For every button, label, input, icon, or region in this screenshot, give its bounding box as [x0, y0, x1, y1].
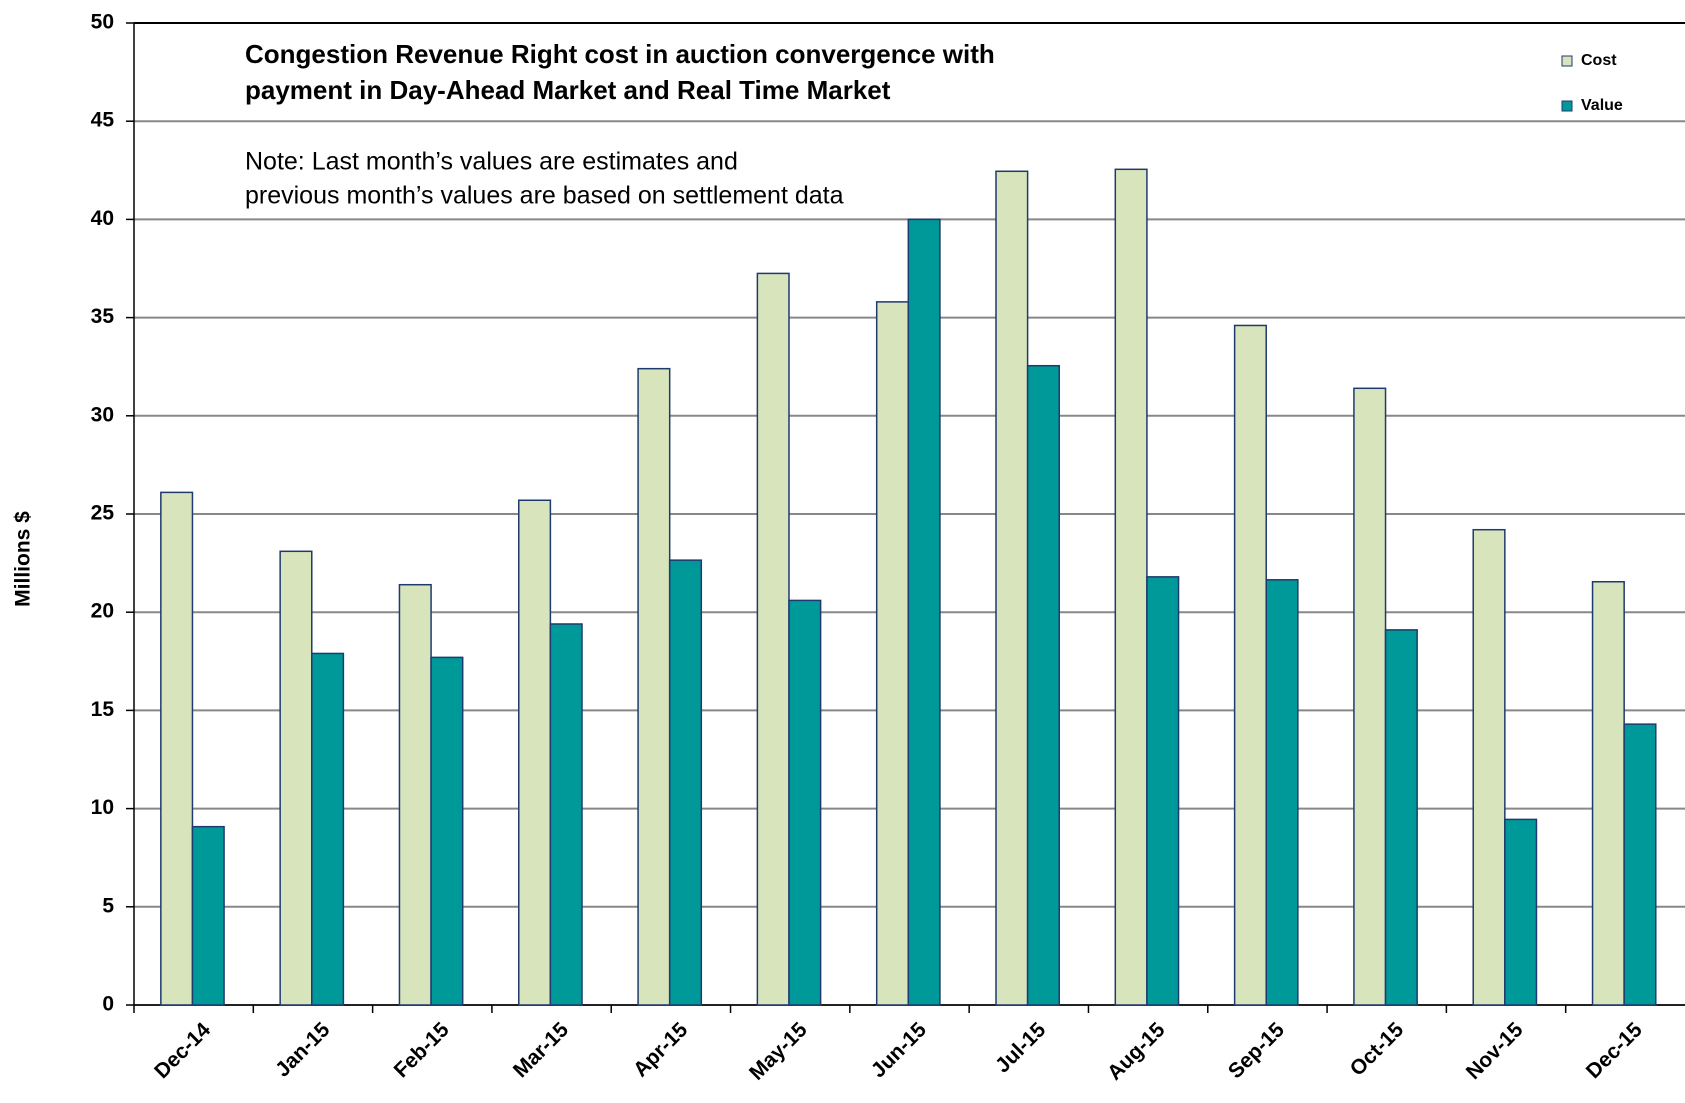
chart-title: payment in Day-Ahead Market and Real Tim… [245, 75, 891, 105]
bar [398, 583, 432, 1006]
bar [907, 218, 941, 1006]
bar [1472, 528, 1506, 1006]
bar [875, 301, 910, 1006]
y-tick-label: 0 [102, 993, 114, 1016]
bar [1623, 723, 1657, 1006]
legend-label: Cost [1581, 52, 1617, 69]
bar [1265, 579, 1299, 1006]
bar [788, 599, 822, 1006]
legend-label: Value [1581, 97, 1623, 114]
x-tick-label: Dec-15 [1582, 1018, 1647, 1083]
x-tick-label: Jul-15 [991, 1018, 1050, 1077]
y-tick-label: 40 [91, 207, 114, 230]
y-tick-label: 35 [91, 305, 115, 328]
bar [1591, 581, 1625, 1006]
bar [756, 272, 790, 1006]
y-tick-label: 10 [91, 796, 114, 819]
annotation: previous month’s values are based on set… [245, 182, 844, 210]
bar [637, 367, 671, 1006]
bar [1026, 364, 1060, 1006]
bar [1114, 168, 1148, 1006]
y-axis-label: Millions $ [12, 511, 35, 607]
x-tick-label: Dec-14 [150, 1018, 215, 1083]
y-tick-label: 15 [91, 698, 115, 721]
bar [430, 656, 464, 1006]
x-tick-label: Apr-15 [629, 1018, 693, 1082]
bar [1353, 387, 1387, 1006]
bar [1146, 576, 1180, 1006]
y-tick-label: 20 [91, 600, 114, 623]
annotation: Note: Last month’s values are estimates … [245, 148, 738, 176]
legend-swatch [1561, 55, 1573, 67]
y-tick-label: 45 [91, 109, 115, 132]
bar [160, 491, 194, 1006]
x-tick-label: Nov-15 [1462, 1018, 1528, 1084]
bar [518, 499, 552, 1006]
bar [668, 559, 703, 1006]
x-tick-label: Sep-15 [1224, 1018, 1289, 1083]
y-tick-label: 5 [102, 894, 114, 917]
bar [995, 170, 1029, 1006]
chart-title: Congestion Revenue Right cost in auction… [245, 39, 995, 69]
y-tick-label: 25 [91, 502, 115, 525]
bar [279, 550, 313, 1006]
legend-swatch [1561, 100, 1573, 112]
x-tick-label: May-15 [745, 1018, 812, 1085]
x-tick-label: Feb-15 [390, 1018, 454, 1082]
x-tick-label: Aug-15 [1103, 1018, 1170, 1085]
y-tick-label: 30 [91, 403, 114, 426]
x-tick-label: Jun-15 [867, 1018, 931, 1082]
bar [1233, 324, 1267, 1006]
bar [191, 825, 225, 1006]
x-tick-label: Oct-15 [1346, 1018, 1409, 1081]
bar [549, 623, 583, 1006]
x-tick-label: Mar-15 [509, 1018, 573, 1082]
y-tick-label: 50 [91, 11, 114, 34]
x-tick-label: Jan-15 [271, 1018, 335, 1082]
bar [1504, 818, 1538, 1006]
bar [1384, 629, 1418, 1006]
bar [311, 652, 345, 1006]
